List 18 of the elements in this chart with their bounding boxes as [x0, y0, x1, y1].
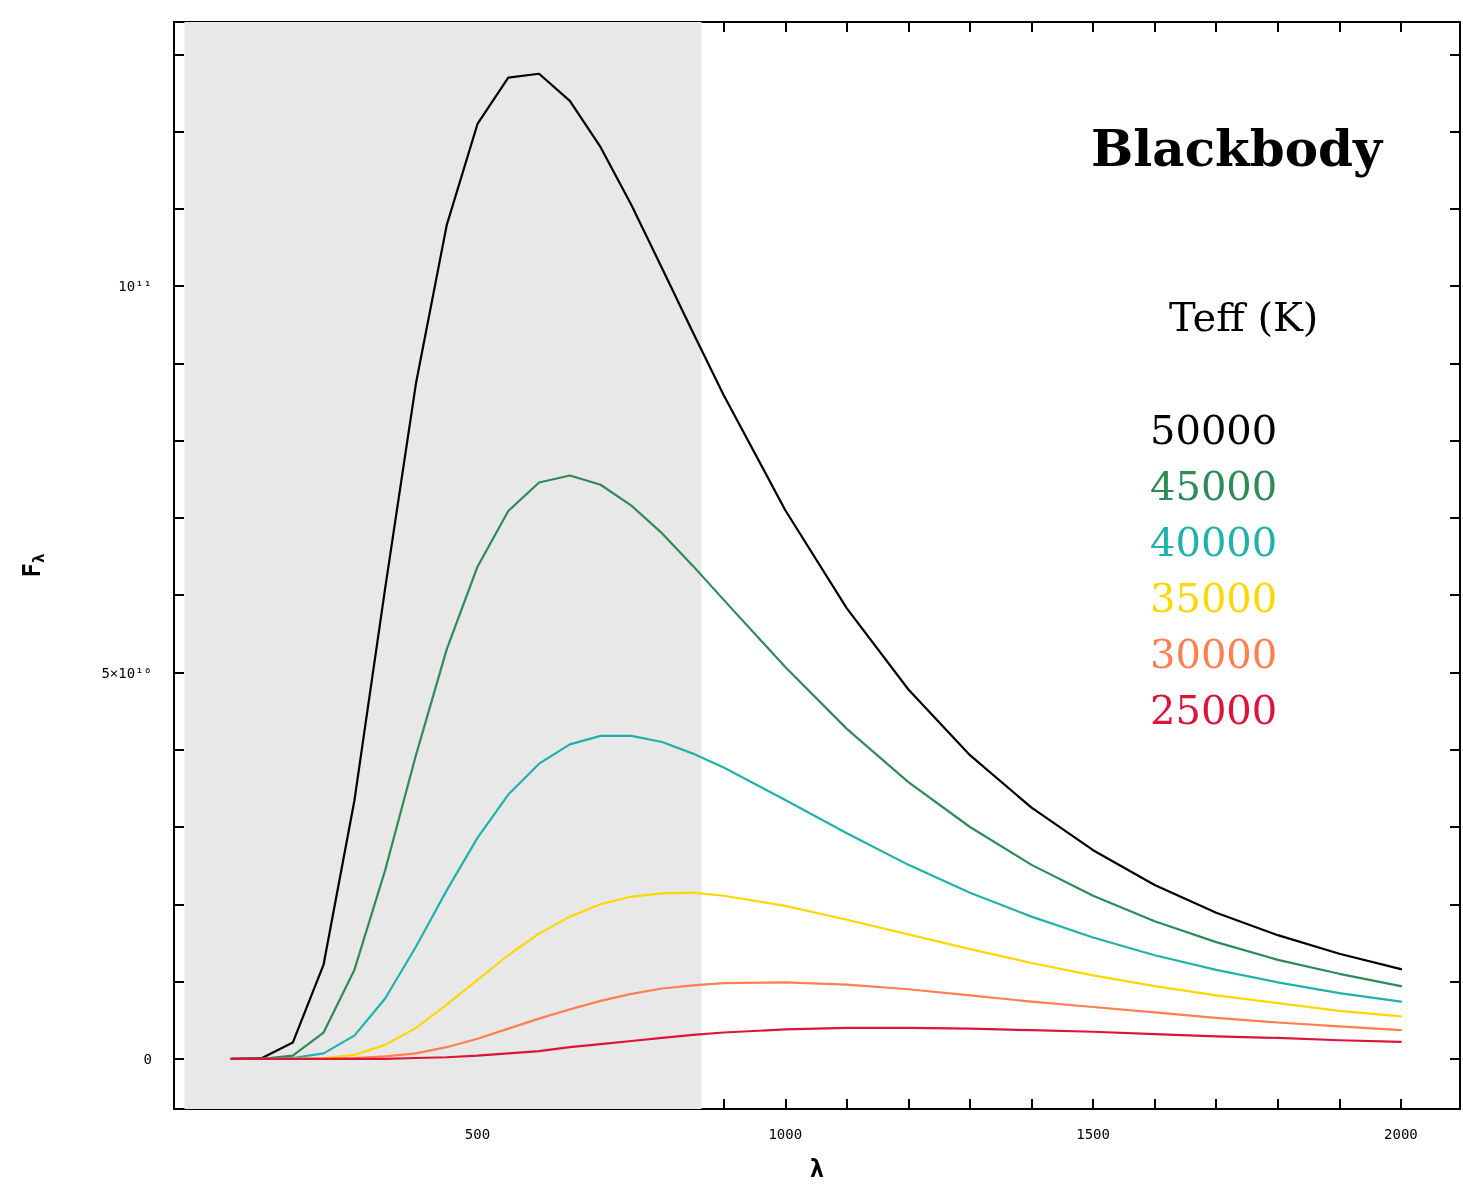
x-tick-label: 1000: [768, 1126, 803, 1142]
y-tick-label: 0: [143, 1050, 152, 1067]
x-tick-label: 500: [464, 1126, 491, 1142]
text: 25000: [1150, 687, 1278, 733]
legend-title: Teff (K): [1169, 294, 1319, 340]
text: Blackbody: [1091, 118, 1385, 178]
text: 30000: [1150, 631, 1278, 677]
y-tick-label: 5×10¹⁰: [101, 664, 152, 681]
x-tick-label: 1500: [1076, 1126, 1110, 1142]
text: 35000: [1150, 575, 1278, 621]
y-tick-label: 10¹¹: [118, 278, 152, 295]
text: 50000: [1150, 407, 1278, 453]
x-tick-label: 2000: [1384, 1126, 1418, 1142]
text: 45000: [1150, 463, 1278, 509]
text: 40000: [1150, 519, 1278, 565]
y-axis-title: Fλ: [18, 553, 48, 578]
x-axis-title: λ: [809, 1155, 825, 1183]
line-series: [230, 1026, 1402, 1060]
